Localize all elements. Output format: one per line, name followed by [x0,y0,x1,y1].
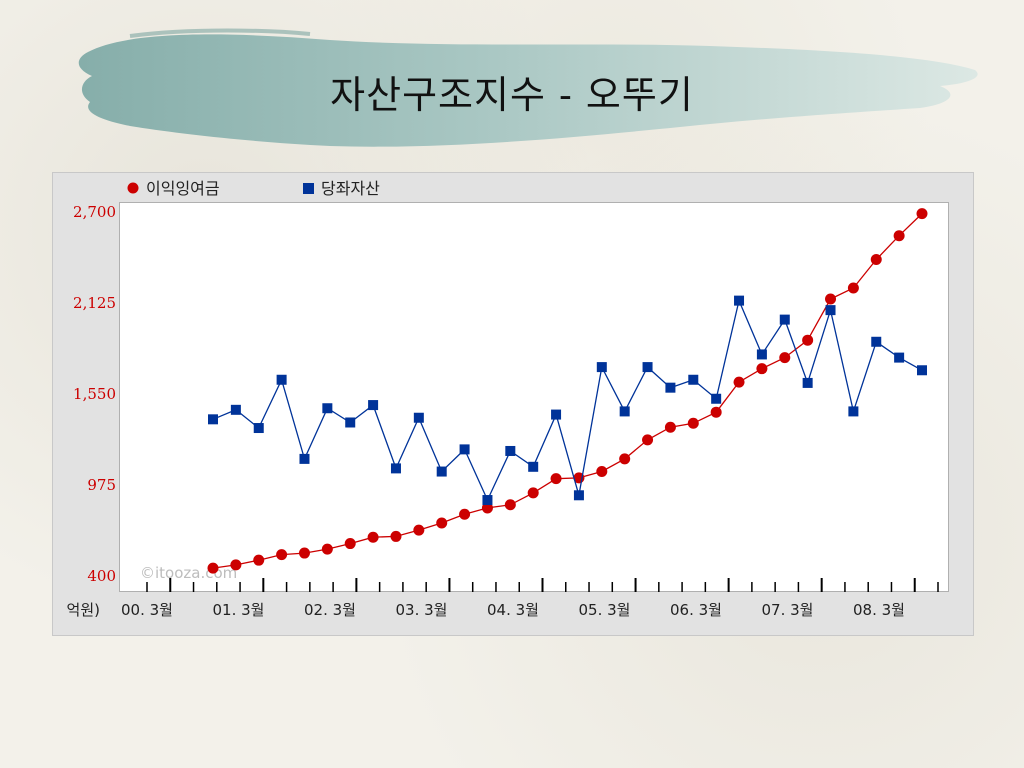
data-point-1 [733,376,745,388]
data-point-2 [368,400,379,411]
data-point-1 [527,487,539,499]
data-point-1 [687,417,699,429]
legend-label-1: 이익잉여금 [146,179,220,198]
data-point-1 [916,208,928,220]
data-point-2 [230,404,241,415]
x-tick-label: 06. 3월 [670,601,722,619]
y-tick-label: 975 [87,476,116,494]
data-point-1 [298,547,310,559]
x-tick-label: 03. 3월 [396,601,448,619]
x-tick-label: 00. 3월 [121,601,173,619]
data-point-2 [299,453,310,464]
data-point-2 [505,445,516,456]
data-point-1 [847,282,859,294]
data-point-1 [436,517,448,529]
data-point-2 [734,295,745,306]
data-point-2 [779,314,790,325]
data-point-2 [482,495,493,506]
x-tick-label: 05. 3월 [579,601,631,619]
unit-label: 억원) [67,601,100,619]
data-point-1 [596,466,608,478]
y-tick-label: 1,550 [73,385,116,403]
slide-title: 자산구조지수 - 오뚜기 [330,73,694,117]
x-tick-label: 02. 3월 [304,601,356,619]
data-point-1 [893,230,905,242]
data-point-1 [664,421,676,433]
data-point-1 [642,434,654,446]
data-point-2 [871,336,882,347]
legend-label-2: 당좌자산 [321,179,380,198]
data-point-1 [459,508,471,520]
brush-stroke-banner [78,28,978,147]
data-point-1 [230,559,242,571]
data-point-1 [825,293,837,305]
legend-marker-2 [303,183,314,194]
data-point-1 [870,253,882,265]
data-point-1 [390,530,402,542]
data-point-2 [848,406,859,417]
data-point-1 [207,562,219,574]
data-point-2 [711,393,722,404]
data-point-2 [802,377,813,388]
y-tick-label: 2,125 [73,294,116,312]
data-point-2 [756,349,767,360]
data-point-1 [321,543,333,555]
data-point-1 [413,524,425,536]
data-point-2 [917,365,927,376]
x-tick-label: 04. 3월 [487,601,539,619]
data-point-2 [688,374,699,385]
data-point-2 [413,412,424,423]
data-point-2 [596,362,607,373]
data-point-2 [276,374,287,385]
series-line-1 [212,213,923,569]
y-tick-label: 2,700 [73,203,116,221]
y-tick-label: 400 [87,567,116,585]
data-point-1 [276,549,288,561]
data-point-1 [779,352,791,364]
x-tick-label: 08. 3월 [853,601,905,619]
data-point-2 [619,406,630,417]
x-tick-label: 01. 3월 [213,601,265,619]
data-point-2 [551,409,562,420]
series-line-2 [212,298,923,502]
data-point-1 [344,538,356,550]
data-point-2 [665,382,676,393]
data-point-1 [481,502,493,514]
data-point-1 [550,473,562,485]
data-point-2 [894,352,905,363]
data-point-2 [253,423,264,434]
data-point-1 [504,499,516,511]
data-point-1 [367,531,379,543]
data-point-2 [436,466,447,477]
data-point-2 [642,362,653,373]
data-point-2 [208,414,218,425]
data-point-2 [390,463,401,474]
data-point-1 [253,554,265,566]
legend-marker-1 [127,182,139,194]
data-point-2 [322,403,333,414]
plot-area [119,202,949,592]
data-point-1 [756,363,768,375]
data-point-1 [802,334,814,346]
data-point-2 [825,305,836,316]
data-point-1 [619,453,631,465]
data-point-2 [345,417,356,428]
data-point-2 [573,490,584,501]
data-point-1 [710,406,722,418]
data-point-2 [459,444,470,455]
x-tick-label: 07. 3월 [762,601,814,619]
data-point-2 [528,461,539,472]
